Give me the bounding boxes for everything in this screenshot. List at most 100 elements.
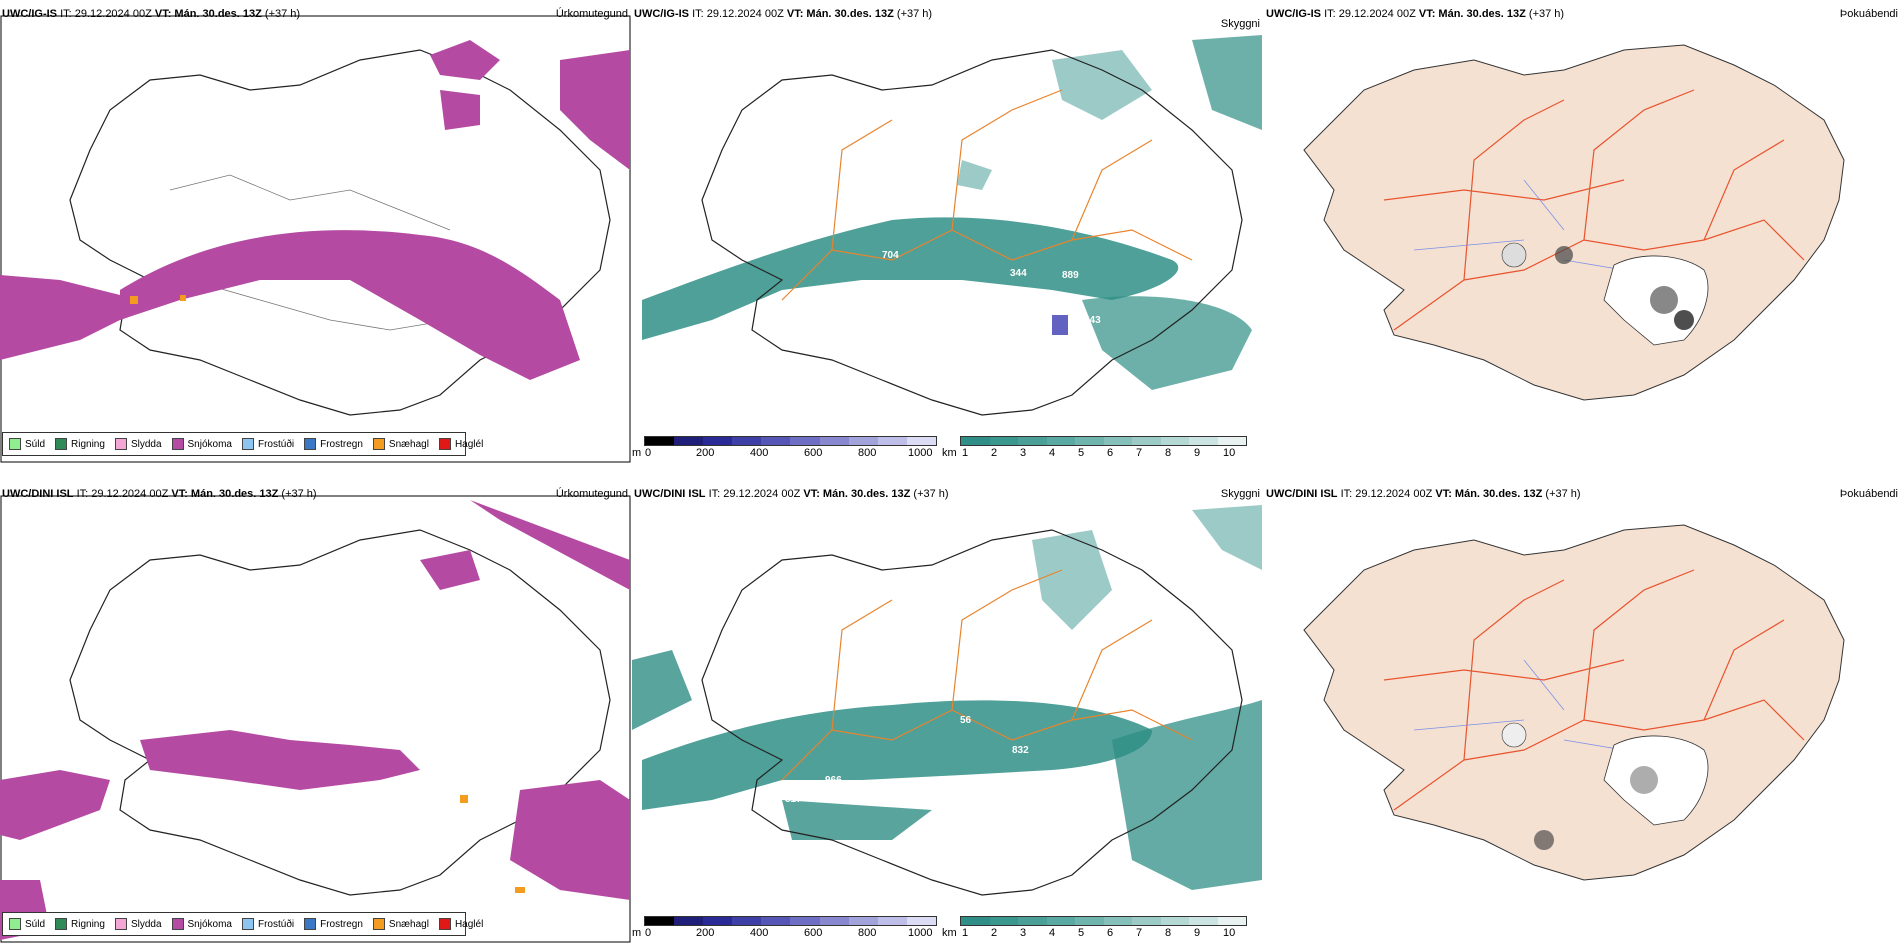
valid-label: VT:: [803, 488, 820, 500]
scale-tick: 3: [1020, 447, 1027, 459]
scale-tick: 6: [1107, 927, 1114, 939]
cloud-panel-bottom: UWC/DINI ISL IT: 29.12.2024 00Z VT: Mán.…: [632, 480, 1264, 950]
model-name: UWC/IG-IS: [634, 8, 689, 20]
legend-label: Frostúði: [257, 918, 295, 930]
init-time: IT: 29.12.2024 00Z: [1324, 8, 1416, 20]
precip-panel-top: UWC/IG-IS IT: 29.12.2024 00Z VT: Mán. 30…: [0, 0, 632, 480]
legend-item: Snjókoma: [171, 918, 232, 930]
height-value: 443: [1084, 315, 1101, 326]
scale-km-labels: km 1 2 3 4 5 6 7 8 9 10: [942, 446, 1247, 460]
legend-swatch: [241, 438, 254, 450]
scale-tick: 600: [804, 927, 823, 939]
valid-label: VT:: [1435, 488, 1452, 500]
legend-label: Snjókoma: [187, 918, 232, 930]
cloud-map-bottom: [632, 505, 1262, 896]
valid-label: VT:: [171, 488, 188, 500]
scale-tick: 9: [1194, 447, 1201, 459]
scale-tick: 10: [1223, 927, 1236, 939]
precip-map-bottom: [0, 495, 631, 943]
legend-item: Frostregn: [304, 438, 363, 450]
valid-label: VT:: [1418, 8, 1436, 20]
height-value: 955: [694, 334, 711, 345]
scale-tick: 0: [645, 927, 652, 939]
valid-time: Mán. 30.des. 13Z: [1438, 8, 1526, 20]
scale-tick: 800: [858, 927, 877, 939]
scale-tick: 400: [750, 447, 769, 459]
legend-label: Slydda: [130, 918, 162, 930]
legend-label: Snjókoma: [187, 438, 232, 450]
legend-label: Snæhagl: [388, 918, 429, 930]
scale-tick: 4: [1049, 927, 1056, 939]
height-value: 998: [762, 797, 779, 808]
scale-tick: 0: [645, 447, 652, 459]
scale-tick: 800: [858, 447, 877, 459]
height-value: 643: [1090, 785, 1107, 796]
legend-item: Rigning: [55, 438, 105, 450]
scale-tick: 1000: [908, 927, 933, 939]
scale-tick: 1: [962, 447, 969, 459]
scale-m-bar: [644, 916, 937, 926]
scale-tick: 7: [1136, 927, 1143, 939]
legend-swatch: [304, 438, 317, 450]
height-value: 344: [1010, 268, 1027, 279]
scale-tick: 200: [696, 447, 715, 459]
fog-title-bottom: Þokuábendi: [1839, 488, 1898, 500]
legend-label: Rigning: [71, 438, 105, 450]
valid-time: Mán. 30.des. 13Z: [1454, 488, 1543, 500]
precip-legend-bottom: Súld Rigning Slydda Snjókoma Frostúði Fr…: [2, 912, 483, 936]
lead-time: (+37 h): [264, 8, 301, 20]
model-name: UWC/DINI ISL: [1266, 488, 1338, 500]
height-value: 966: [825, 775, 842, 786]
legend-swatch: [55, 438, 68, 450]
lead-time: (+37 h): [281, 488, 317, 500]
legend-label: Haglél: [454, 438, 484, 450]
scale-km-bar: [960, 916, 1247, 926]
legend-item: Snjókoma: [171, 438, 232, 450]
scale-m-bottom: m 0 200 400 600 800 1000: [632, 916, 937, 940]
valid-time: Mán. 30.des. 13Z: [822, 488, 911, 500]
valid-time: Mán. 30.des. 13Z: [190, 488, 279, 500]
precip-title-bottom: Úrkomutegund: [555, 488, 628, 500]
init-time: IT: 29.12.2024 00Z: [76, 488, 169, 500]
fog-map-bottom: [1303, 524, 1845, 881]
scale-tick: 3: [1020, 927, 1027, 939]
legend-swatch: [372, 918, 385, 930]
valid-time: Mán. 30.des. 13Z: [806, 8, 894, 20]
legend-swatch: [241, 918, 254, 930]
valid-label: VT:: [154, 8, 172, 20]
cloud-map-top: [642, 35, 1262, 416]
cloud-title-top: Skyggni: [1220, 18, 1260, 30]
legend-label: Frostregn: [320, 438, 363, 450]
cloud-header-top: UWC/IG-IS IT: 29.12.2024 00Z VT: Mán. 30…: [634, 8, 932, 20]
fog-panel-top: UWC/IG-IS IT: 29.12.2024 00Z VT: Mán. 30…: [1264, 0, 1900, 480]
legend-swatch: [438, 438, 451, 450]
scale-m-top: m 0 200 400 600 800 1000: [632, 436, 937, 460]
scale-tick: 600: [804, 447, 823, 459]
cloud-header-bottom: UWC/DINI ISL IT: 29.12.2024 00Z VT: Mán.…: [634, 488, 949, 500]
legend-swatch: [171, 918, 184, 930]
legend-swatch: [304, 918, 317, 930]
fog-panel-bottom: UWC/DINI ISL IT: 29.12.2024 00Z VT: Mán.…: [1264, 480, 1900, 950]
legend-swatch: [9, 438, 21, 450]
legend-item: Slydda: [114, 918, 162, 930]
height-value: 817: [785, 794, 802, 805]
lead-time: (+37 h): [1545, 488, 1581, 500]
precip-map-top: [0, 15, 631, 463]
legend-item: Súld: [9, 918, 45, 930]
fog-title-top: Þokuábendi: [1839, 8, 1898, 20]
cloud-title-bottom: Skyggni: [1220, 488, 1260, 500]
model-name: UWC/DINI ISL: [634, 488, 706, 500]
fog-header-bottom: UWC/DINI ISL IT: 29.12.2024 00Z VT: Mán.…: [1266, 488, 1581, 500]
scale-unit: km: [942, 447, 957, 459]
legend-item: Frostúði: [241, 918, 295, 930]
height-value: 56: [960, 715, 972, 726]
precip-panel-bottom: UWC/DINI ISL IT: 29.12.2024 00Z VT: Mán.…: [0, 480, 632, 950]
scale-tick: 1: [962, 927, 969, 939]
legend-swatch: [114, 918, 127, 930]
legend-swatch: [171, 438, 184, 450]
init-time: IT: 29.12.2024 00Z: [708, 488, 801, 500]
height-value: 704: [882, 250, 899, 261]
height-value: 828: [1057, 338, 1074, 349]
legend-item: Snæhagl: [372, 918, 429, 930]
height-value: 889: [1062, 270, 1079, 281]
